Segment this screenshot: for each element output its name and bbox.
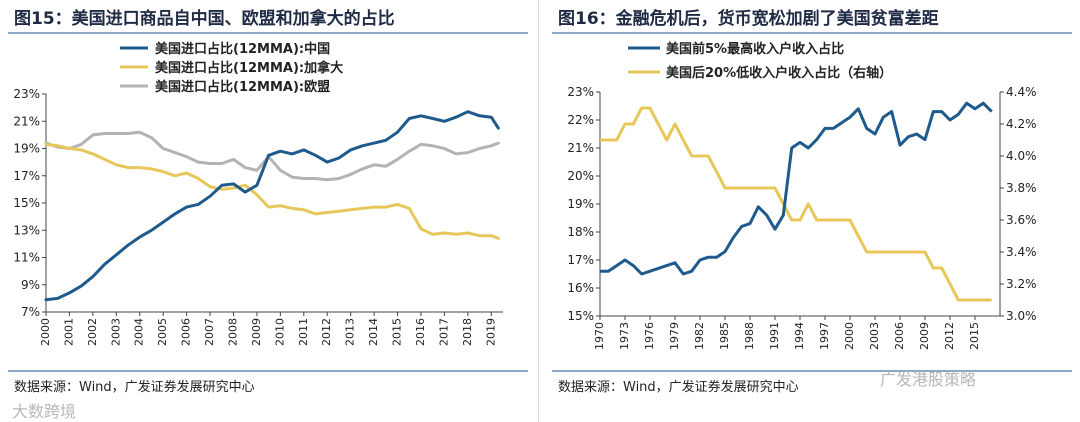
y-tick-label: 9%: [21, 278, 40, 292]
x-tick-label: 2008: [226, 318, 239, 346]
y-tick-label: 15%: [13, 196, 40, 210]
y-right-tick-label: 4.4%: [1006, 85, 1037, 99]
y-left-tick-label: 20%: [567, 169, 594, 183]
y-right-tick-label: 4.2%: [1006, 117, 1037, 131]
x-tick-label: 2002: [86, 318, 99, 346]
x-tick-label: 2000: [39, 318, 52, 346]
watermark-left: 大数跨境: [12, 402, 77, 421]
x-tick-label: 1982: [693, 322, 706, 350]
y-right-tick-label: 4.0%: [1006, 149, 1037, 163]
series-line-china: [44, 110, 500, 302]
y-left-tick-label: 17%: [567, 253, 594, 267]
x-tick-label: 2009: [250, 318, 263, 346]
x-tick-label: 2018: [461, 318, 474, 346]
x-tick-label: 2012: [943, 322, 956, 350]
y-left-tick-label: 16%: [567, 281, 594, 295]
x-tick-label: 1973: [618, 322, 631, 350]
x-tick-label: 2005: [156, 318, 169, 346]
panel-figure-15: 图15：美国进口商品自中国、欧盟和加拿大的占比 7% 9% 11% 13% 15% 17%…: [0, 0, 536, 422]
y-tick-label: 19%: [13, 142, 40, 156]
x-tick-label: 2007: [203, 318, 216, 346]
x-tick-label: 2012: [320, 318, 333, 346]
y-left-tick-label: 21%: [567, 141, 594, 155]
series-line-eu: [44, 130, 500, 182]
line-chart-import-share: 7% 9% 11% 13% 15% 17% 19% 21% 23% 2000 2001 2002 200…: [13, 41, 503, 346]
x-tick-label: 2009: [918, 322, 931, 350]
x-tick-label: 1994: [793, 322, 806, 350]
y-right-tick-label: 3.2%: [1006, 277, 1037, 291]
x-tick-label: 2015: [391, 318, 404, 346]
x-tick-label: 2015: [968, 322, 981, 350]
x-tick-label: 1970: [593, 322, 606, 350]
source-note: 数据来源：Wind，广发证券发展研究中心: [558, 380, 799, 395]
x-tick-label: 2010: [273, 318, 286, 346]
y-left-tick-label: 18%: [567, 225, 594, 239]
source-rule: [552, 370, 1072, 372]
x-tick-label: 2003: [109, 318, 122, 346]
chart-title: 图16：金融危机后，货币宽松加剧了美国贫富差距: [558, 9, 939, 29]
watermark-right: 广发港股策略: [880, 370, 977, 389]
x-tick-label: 2013: [344, 318, 357, 346]
y-left-tick-label: 23%: [567, 85, 594, 99]
y-tick-label: 17%: [13, 169, 40, 183]
x-tick-label: 2004: [133, 318, 146, 346]
y-left-tick-label: 22%: [567, 113, 594, 127]
x-tick-label: 2019: [484, 318, 497, 346]
y-tick-label: 13%: [13, 223, 40, 237]
x-tick-label: 1976: [643, 322, 656, 350]
legend-label: 美国后20%低收入户收入占比（右轴）: [666, 65, 892, 81]
line-chart-income-share: 15% 16% 17% 18% 19% 20% 21% 22% 23% 3.0% 3.2% 3.4% 3…: [567, 41, 1037, 350]
y-left-tick-label: 19%: [567, 197, 594, 211]
legend-label: 美国进口占比(12MMA):加拿大: [155, 60, 343, 76]
title-rule: [552, 32, 1072, 34]
legend-label: 美国进口占比(12MMA):欧盟: [155, 79, 330, 95]
y-tick-label: 7%: [21, 305, 40, 319]
y-right-tick-label: 3.0%: [1006, 309, 1037, 323]
legend-label: 美国进口占比(12MMA):中国: [155, 41, 330, 57]
x-tick-label: 1991: [768, 322, 781, 350]
series-line-top-5pct: [600, 101, 993, 276]
x-tick-label: 1988: [743, 322, 756, 350]
y-tick-label: 21%: [13, 114, 40, 128]
x-tick-label: 2011: [297, 318, 310, 346]
y-right-tick-label: 3.8%: [1006, 181, 1037, 195]
x-tick-label: 2001: [62, 318, 75, 346]
x-tick-label: 2014: [367, 318, 380, 346]
panel-divider: [538, 0, 539, 422]
panel-figure-16: 图16：金融危机后，货币宽松加剧了美国贫富差距 15% 16% 17% 18% 19% 2…: [544, 0, 1080, 422]
x-tick-label: 2006: [893, 322, 906, 350]
x-tick-label: 2006: [180, 318, 193, 346]
x-tick-label: 2000: [843, 322, 856, 350]
x-tick-label: 1997: [818, 322, 831, 350]
y-left-tick-label: 15%: [567, 309, 594, 323]
y-right-tick-label: 3.4%: [1006, 245, 1037, 259]
x-tick-label: 1985: [718, 322, 731, 350]
series-line-bottom-20pct: [600, 106, 992, 302]
y-tick-label: 23%: [13, 87, 40, 101]
title-rule: [8, 32, 528, 34]
y-right-tick-label: 3.6%: [1006, 213, 1037, 227]
x-tick-label: 2017: [437, 318, 450, 346]
y-tick-label: 11%: [13, 251, 40, 265]
source-rule: [8, 370, 528, 372]
series-line-canada: [44, 142, 500, 240]
source-note: 数据来源：Wind，广发证券发展研究中心: [14, 380, 255, 395]
chart-title: 图15：美国进口商品自中国、欧盟和加拿大的占比: [14, 9, 395, 29]
x-tick-label: 2016: [414, 318, 427, 346]
x-tick-label: 1979: [668, 322, 681, 350]
x-tick-label: 2003: [868, 322, 881, 350]
legend-label: 美国前5%最高收入户收入占比: [666, 41, 844, 57]
